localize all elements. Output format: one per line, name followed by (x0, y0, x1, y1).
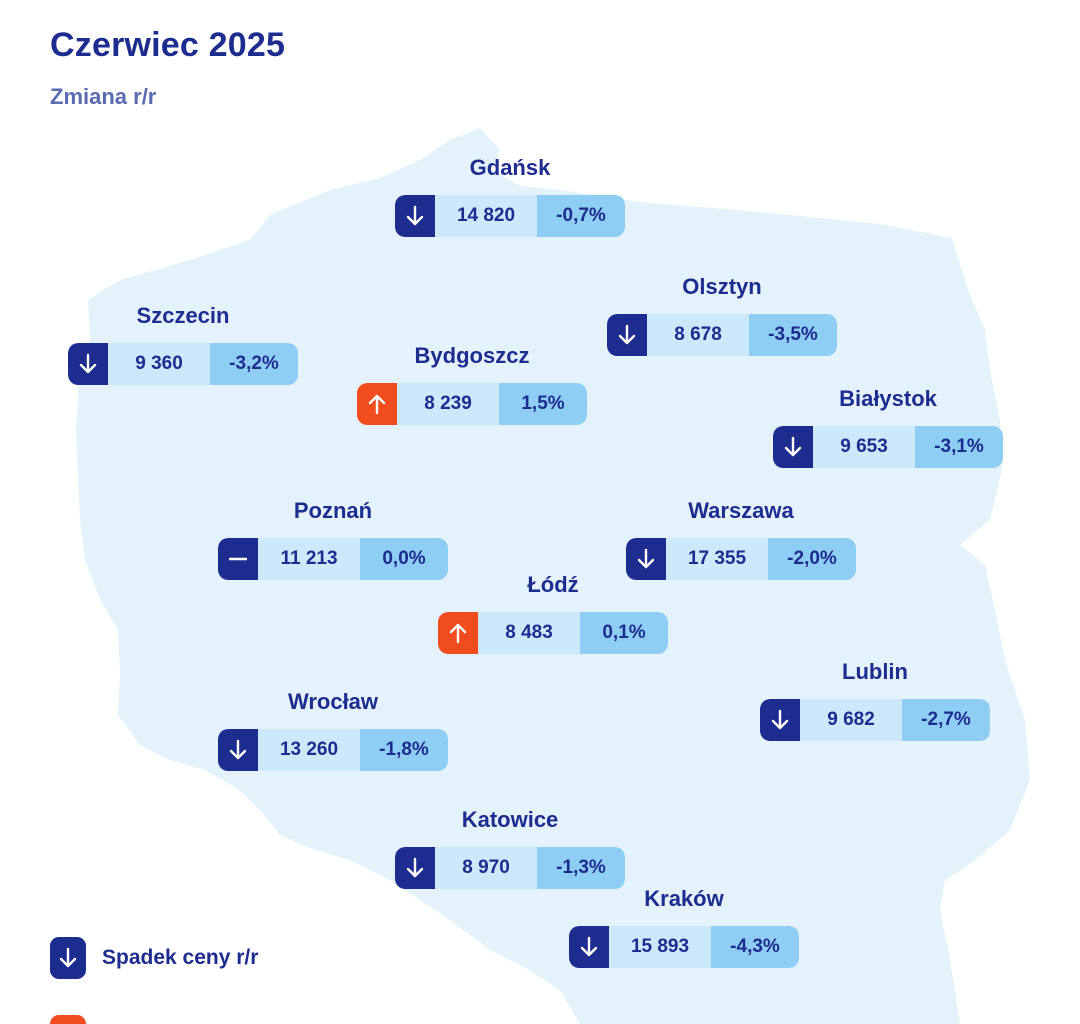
city-name: Warszawa (688, 498, 794, 523)
arrow-down-icon (618, 324, 636, 345)
city-szczecin: Szczecin 9 360 -3,2% (68, 303, 298, 393)
price-value: 13 260 (258, 729, 360, 771)
legend-label: Spadek ceny r/r (102, 946, 259, 969)
trend-down-indicator (569, 926, 609, 968)
trend-down-indicator (218, 729, 258, 771)
city-name: Gdańsk (469, 155, 551, 180)
city-warszawa: Warszawa 17 355 -2,0% (626, 498, 856, 588)
change-value: -1,8% (360, 729, 448, 771)
price-value: 8 483 (478, 612, 580, 654)
city-wroclaw: Wrocław 13 260 -1,8% (218, 689, 448, 779)
price-pill: 14 820 -0,7% (395, 195, 625, 237)
city-lodz: Łódź 8 483 0,1% (438, 572, 668, 662)
price-pill: 9 360 -3,2% (68, 343, 298, 385)
trend-up-indicator (438, 612, 478, 654)
city-krakow: Kraków 15 893 -4,3% (569, 886, 799, 976)
city-name: Olsztyn (682, 274, 762, 299)
legend-item-price-increase (50, 1015, 102, 1024)
legend-item-price-decrease: Spadek ceny r/r (50, 937, 258, 979)
change-value: 0,0% (360, 538, 448, 580)
arrow-up-icon (449, 623, 467, 644)
change-value: -1,3% (537, 847, 625, 889)
price-value: 11 213 (258, 538, 360, 580)
price-value: 17 355 (666, 538, 768, 580)
change-value: 0,1% (580, 612, 668, 654)
trend-down-indicator (607, 314, 647, 356)
change-value: -3,2% (210, 343, 298, 385)
city-name: Katowice (461, 807, 559, 832)
arrow-down-icon (406, 205, 424, 226)
trend-down-indicator (773, 426, 813, 468)
arrow-down-icon (784, 436, 802, 457)
arrow-down-icon (79, 353, 97, 374)
city-lublin: Lublin 9 682 -2,7% (760, 659, 990, 749)
price-value: 8 970 (435, 847, 537, 889)
city-olsztyn: Olsztyn 8 678 -3,5% (607, 274, 837, 364)
arrow-up-icon (368, 394, 386, 415)
price-pill: 15 893 -4,3% (569, 926, 799, 968)
change-value: -3,1% (915, 426, 1003, 468)
trend-down-indicator (68, 343, 108, 385)
price-pill: 8 483 0,1% (438, 612, 668, 654)
arrow-down-icon (580, 936, 598, 957)
trend-up-indicator (357, 383, 397, 425)
city-name: Poznań (293, 498, 373, 523)
change-value: -0,7% (537, 195, 625, 237)
price-pill: 11 213 0,0% (218, 538, 448, 580)
trend-down-indicator (626, 538, 666, 580)
price-value: 15 893 (609, 926, 711, 968)
arrow-down-icon (771, 709, 789, 730)
price-pill: 8 239 1,5% (357, 383, 587, 425)
city-name: Bydgoszcz (414, 343, 530, 368)
city-katowice: Katowice 8 970 -1,3% (395, 807, 625, 897)
price-pill: 9 682 -2,7% (760, 699, 990, 741)
trend-down-indicator (760, 699, 800, 741)
price-pill: 8 970 -1,3% (395, 847, 625, 889)
price-value: 14 820 (435, 195, 537, 237)
arrow-down-icon (229, 739, 247, 760)
legend-up-indicator (50, 1015, 86, 1024)
city-gdansk: Gdańsk 14 820 -0,7% (395, 155, 625, 245)
page-subtitle: Zmiana r/r (50, 84, 157, 109)
price-pill: 8 678 -3,5% (607, 314, 837, 356)
trend-down-indicator (395, 847, 435, 889)
price-value: 8 239 (397, 383, 499, 425)
change-value: -2,0% (768, 538, 856, 580)
city-name: Łódź (527, 572, 579, 597)
change-value: -4,3% (711, 926, 799, 968)
price-pill: 17 355 -2,0% (626, 538, 856, 580)
change-value: 1,5% (499, 383, 587, 425)
city-name: Szczecin (136, 303, 230, 328)
city-name: Kraków (644, 886, 724, 911)
arrow-down-icon (406, 857, 424, 878)
legend-down-indicator (50, 937, 86, 979)
dash-icon (229, 557, 247, 561)
city-name: Lublin (842, 659, 908, 684)
price-pill: 9 653 -3,1% (773, 426, 1003, 468)
city-bialystok: Białystok 9 653 -3,1% (773, 386, 1003, 476)
change-value: -2,7% (902, 699, 990, 741)
trend-flat-indicator (218, 538, 258, 580)
price-value: 9 360 (108, 343, 210, 385)
trend-down-indicator (395, 195, 435, 237)
change-value: -3,5% (749, 314, 837, 356)
price-pill: 13 260 -1,8% (218, 729, 448, 771)
price-value: 9 682 (800, 699, 902, 741)
city-bydgoszcz: Bydgoszcz 8 239 1,5% (357, 343, 587, 433)
arrow-down-icon (59, 947, 77, 968)
city-poznan: Poznań 11 213 0,0% (218, 498, 448, 588)
price-value: 8 678 (647, 314, 749, 356)
price-value: 9 653 (813, 426, 915, 468)
city-name: Wrocław (287, 689, 379, 714)
page-title: Czerwiec 2025 (50, 26, 286, 64)
arrow-down-icon (637, 548, 655, 569)
city-name: Białystok (839, 386, 937, 411)
